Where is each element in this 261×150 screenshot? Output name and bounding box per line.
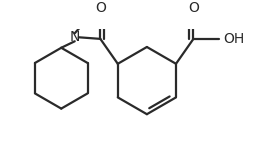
Text: OH: OH <box>223 32 244 46</box>
Text: N: N <box>69 30 80 44</box>
Text: O: O <box>188 1 199 15</box>
Text: O: O <box>95 1 106 15</box>
